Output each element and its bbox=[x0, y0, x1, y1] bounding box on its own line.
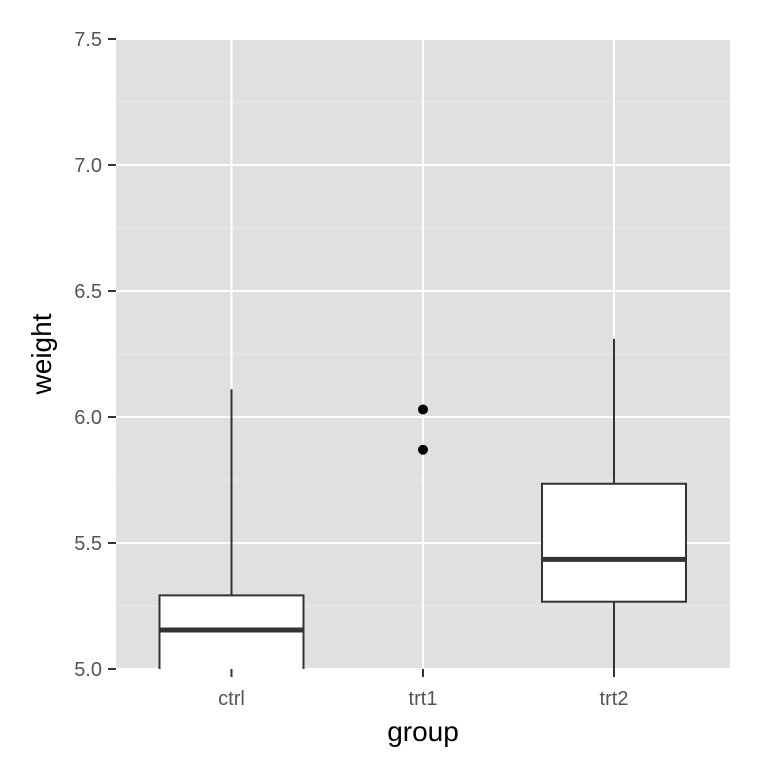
y-tick-label: 5.5 bbox=[74, 533, 102, 555]
y-axis-title: weight bbox=[26, 313, 57, 395]
x-tick-label: ctrl bbox=[218, 688, 245, 710]
y-tick-label: 7.0 bbox=[74, 155, 102, 177]
axes: 5.0 5.5 6.0 6.5 7.0 7.5 ctrl trt1 trt2 bbox=[74, 29, 628, 710]
outlier-point-trt1 bbox=[418, 444, 428, 455]
y-tick-label: 6.5 bbox=[74, 281, 102, 303]
boxplot-marks bbox=[158, 338, 687, 669]
y-tick-label: 7.5 bbox=[74, 29, 102, 51]
x-tick-label: trt1 bbox=[409, 688, 438, 710]
y-tick-label: 6.0 bbox=[74, 407, 102, 429]
y-tick-label: 5.0 bbox=[74, 659, 102, 681]
x-axis-title: group bbox=[387, 716, 459, 747]
x-tick-label: trt2 bbox=[600, 688, 629, 710]
box-trt2 bbox=[541, 482, 687, 603]
outlier-point-trt1 bbox=[418, 404, 428, 415]
